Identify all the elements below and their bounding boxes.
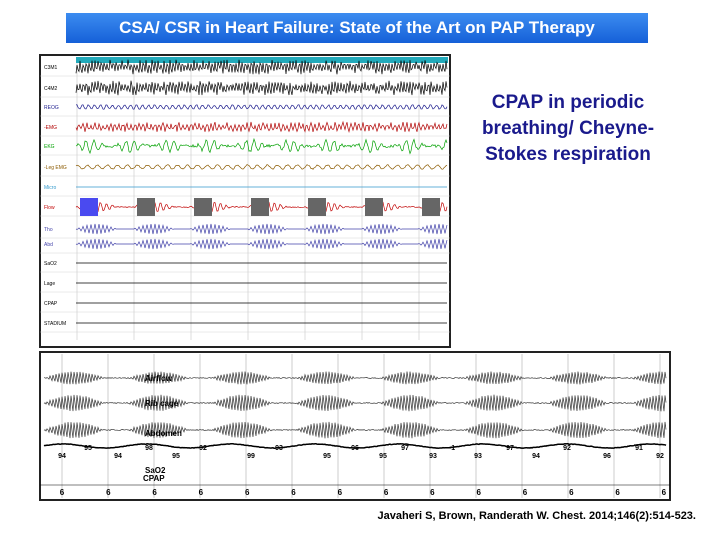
- apnea-marker: [80, 198, 98, 216]
- apnea-marker: [194, 198, 212, 216]
- sao2-value: 96: [603, 453, 611, 460]
- top-band: [76, 57, 448, 63]
- cpap-value: 6: [245, 488, 250, 497]
- cpap-value: 6: [199, 488, 204, 497]
- citation: Javaheri S, Brown, Randerath W. Chest. 2…: [377, 510, 696, 522]
- cpap-value: 6: [106, 488, 111, 497]
- cpap-value: 6: [430, 488, 435, 497]
- channel-label: CPAP: [44, 301, 58, 307]
- sao2-value: -1: [449, 445, 455, 452]
- sao2-value: 96: [351, 445, 359, 452]
- cpap-value: 6: [152, 488, 157, 497]
- cpap-value: 6: [569, 488, 574, 497]
- cpap-value: 6: [338, 488, 343, 497]
- channel-label: Abd: [44, 242, 53, 248]
- sao2-value: 91: [635, 445, 643, 452]
- side-text: CPAP in periodic breathing/ Cheyne-Stoke…: [468, 90, 668, 168]
- apnea-marker: [365, 198, 383, 216]
- cpap-value: 6: [615, 488, 620, 497]
- channel-label: Flow: [44, 205, 55, 211]
- sao2-value: 94: [532, 453, 540, 460]
- sao2-value: 97: [401, 445, 409, 452]
- channel-label: C3M1: [44, 65, 58, 71]
- sao2-value: 94: [58, 453, 66, 460]
- channel-label: SaO2: [44, 261, 57, 267]
- trace-label: Rib cage: [145, 399, 179, 408]
- channel-label: C4M2: [44, 86, 58, 92]
- channel-label: Tho: [44, 227, 53, 233]
- apnea-marker: [422, 198, 440, 216]
- cpap-value: 6: [523, 488, 528, 497]
- channel-label: -Leg EMG: [44, 165, 67, 171]
- sao2-value: 98: [145, 445, 153, 452]
- sao2-value: 95: [84, 445, 92, 452]
- sao2-value: 99: [247, 453, 255, 460]
- sao2-value: 92: [563, 445, 571, 452]
- trace-label: CPAP: [143, 474, 165, 483]
- trace-label: Abdomen: [145, 429, 182, 438]
- sao2-value: 94: [114, 453, 122, 460]
- sao2-value: 92: [199, 445, 207, 452]
- cpap-value: 6: [476, 488, 481, 497]
- sao2-value: 95: [379, 453, 387, 460]
- sao2-value: 97: [506, 445, 514, 452]
- channel-label: REOG: [44, 105, 59, 111]
- apnea-marker: [137, 198, 155, 216]
- sao2-value: 92: [656, 453, 664, 460]
- channel-label: Lage: [44, 281, 55, 287]
- channel-label: Micro: [44, 185, 56, 191]
- cpap-value: 6: [384, 488, 389, 497]
- sao2-value: 93: [275, 445, 283, 452]
- sao2-value: 93: [474, 453, 482, 460]
- channel-label: STADIUM: [44, 321, 66, 327]
- sao2-value: 93: [429, 453, 437, 460]
- channel-label: -EMG: [44, 125, 57, 131]
- apnea-marker: [308, 198, 326, 216]
- trace-label: Airflow: [145, 374, 173, 383]
- cpap-value: 6: [662, 488, 667, 497]
- channel-label: EKG: [44, 144, 55, 150]
- cpap-value: 6: [291, 488, 296, 497]
- sao2-value: 95: [323, 453, 331, 460]
- apnea-marker: [251, 198, 269, 216]
- sao2-value: 95: [172, 453, 180, 460]
- cpap-value: 6: [60, 488, 65, 497]
